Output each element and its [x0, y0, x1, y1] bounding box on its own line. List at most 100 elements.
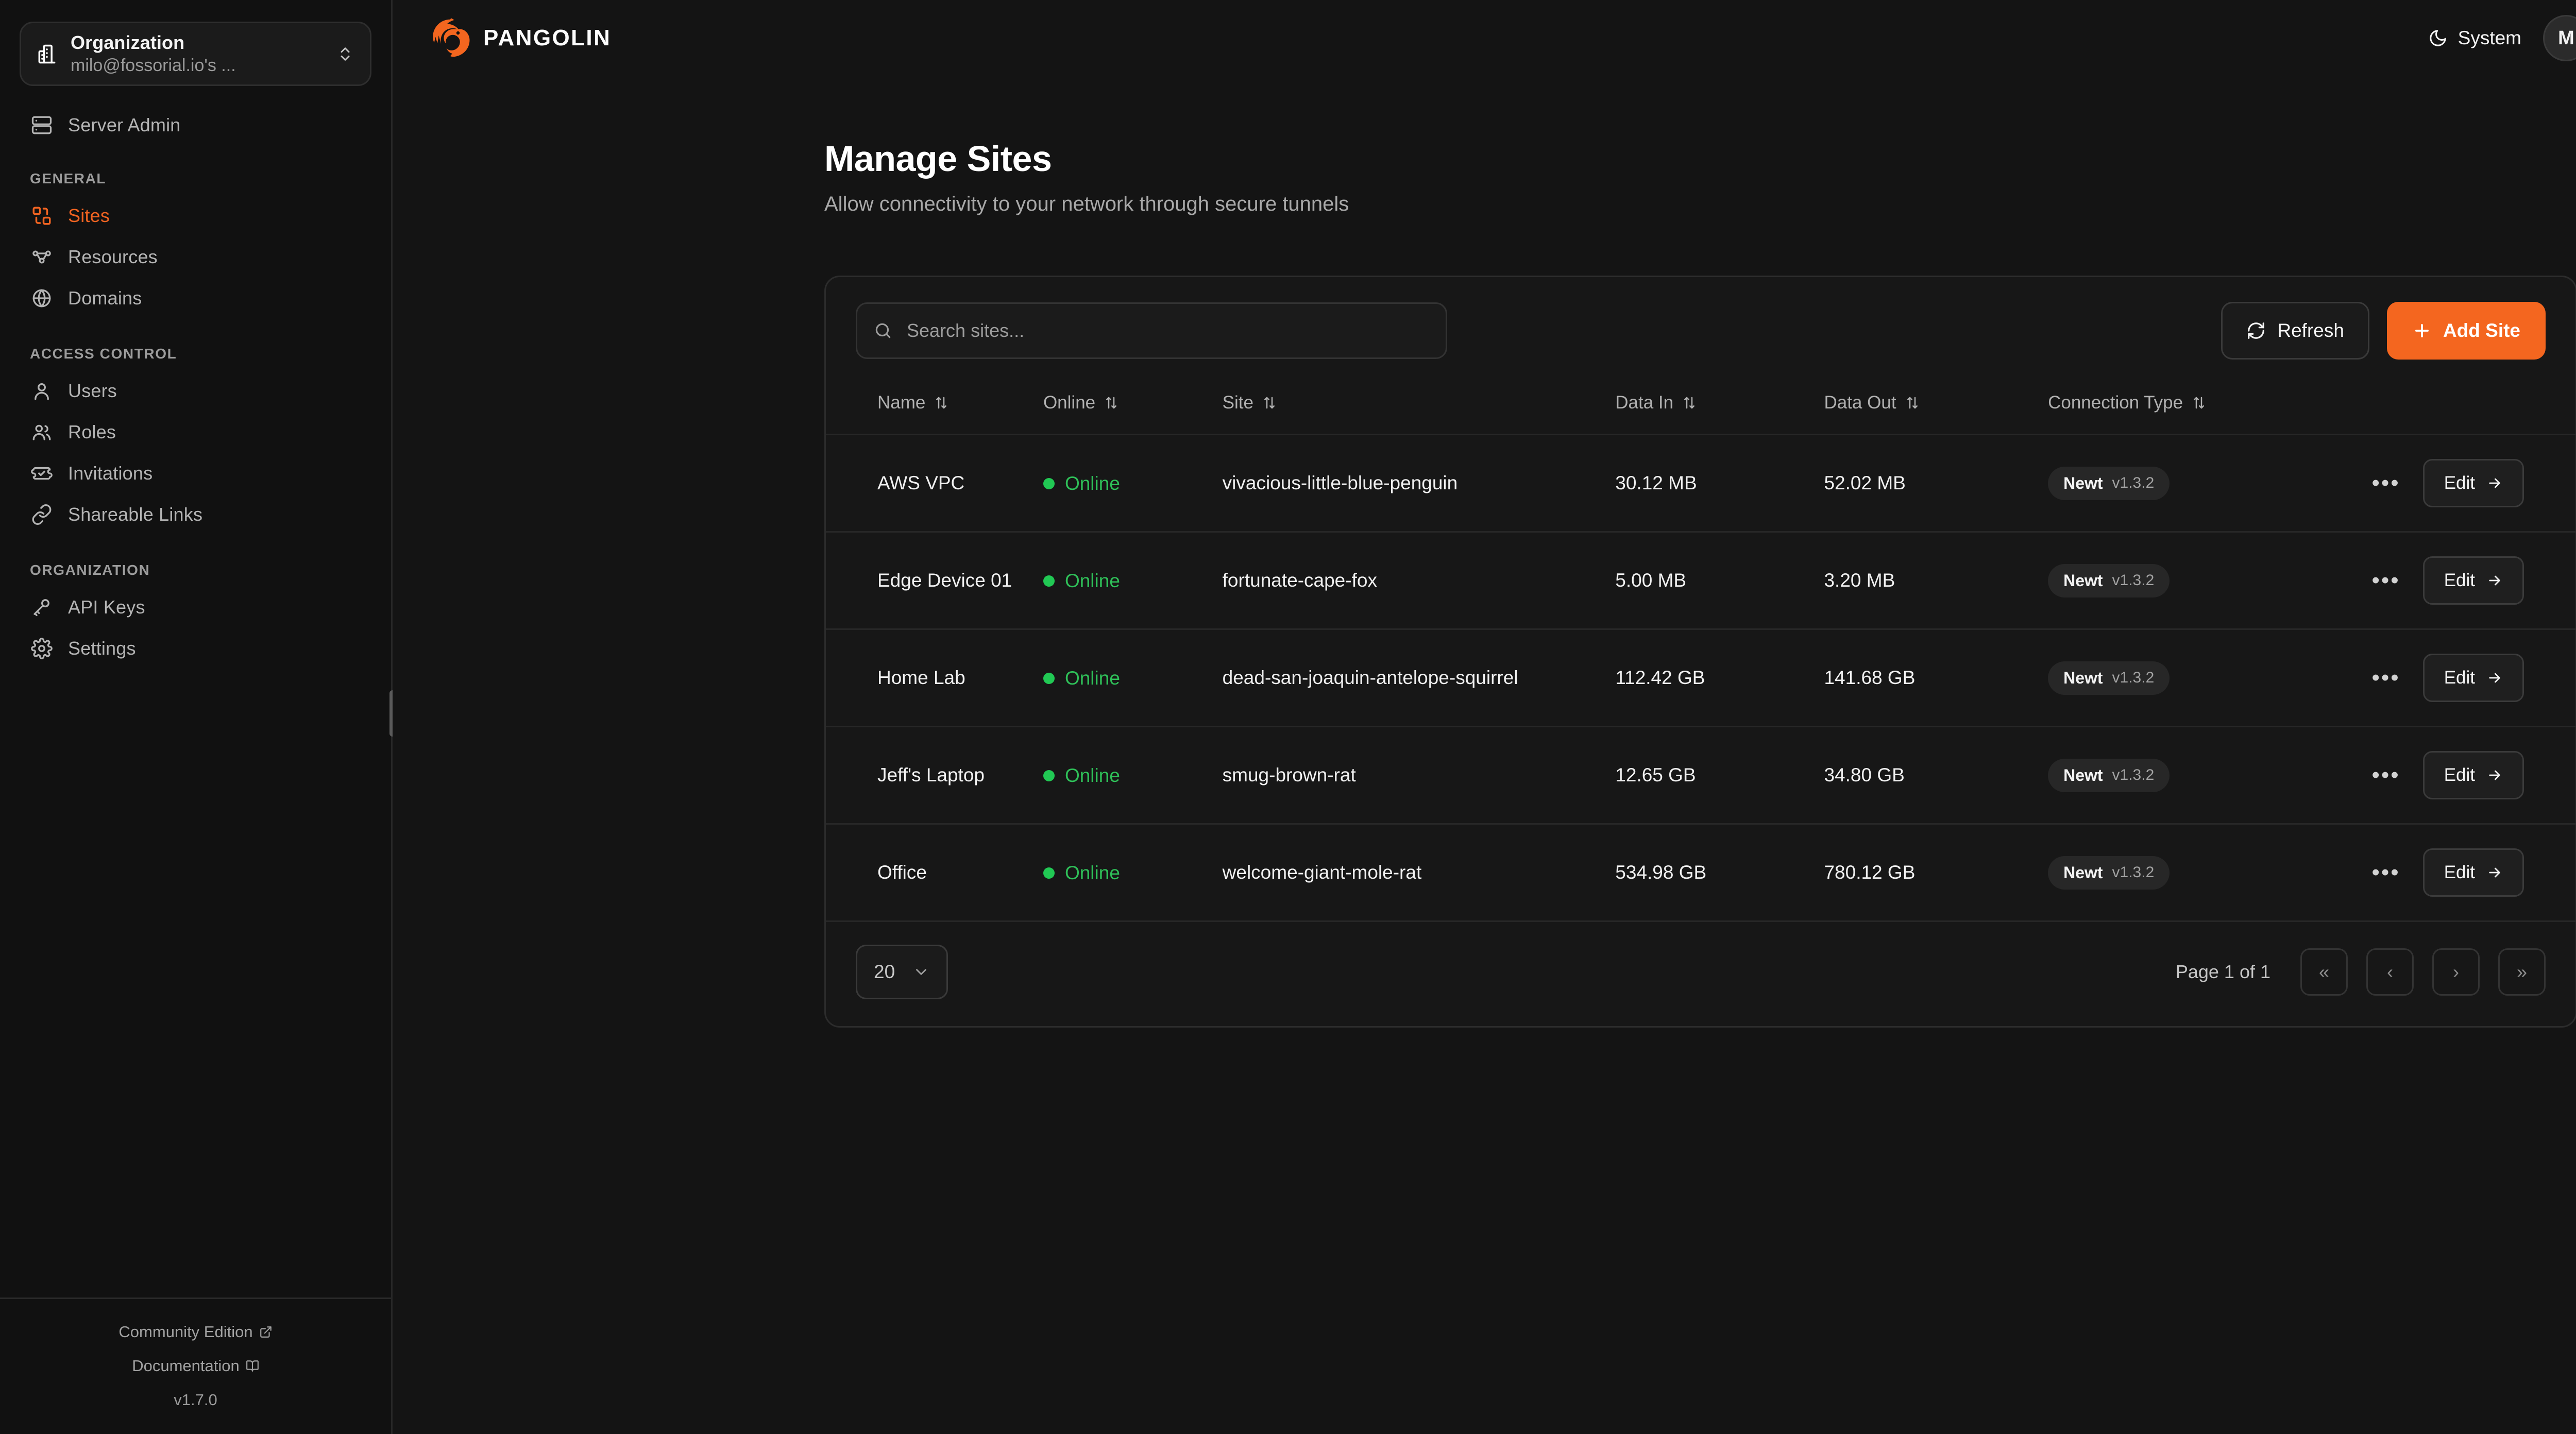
cell-site: vivacious-little-blue-penguin	[1222, 434, 1616, 532]
avatar-initial: M	[2558, 27, 2574, 49]
row-menu-button[interactable]: •••	[2371, 470, 2400, 496]
add-site-label: Add Site	[2443, 320, 2520, 341]
sites-icon	[30, 204, 54, 228]
avatar[interactable]: M	[2543, 15, 2576, 61]
table-body: AWS VPC Online vivacious-little-blue-pen…	[826, 434, 2575, 920]
sidebar-footer: Community Edition Documentation v1.7.0	[0, 1298, 391, 1434]
sidebar-item-sites[interactable]: Sites	[9, 195, 382, 236]
sidebar-item-shareable-links[interactable]: Shareable Links	[9, 494, 382, 535]
sort-icon	[1682, 395, 1697, 411]
edit-button[interactable]: Edit	[2422, 459, 2524, 507]
theme-toggle[interactable]: System	[2428, 27, 2521, 49]
cell-data-in: 30.12 MB	[1615, 434, 1824, 532]
chevron-up-down-icon	[335, 45, 355, 63]
table-footer: 20 Page 1 of 1 « ‹ › »	[826, 920, 2575, 1026]
next-page-button[interactable]: ›	[2432, 948, 2480, 996]
status-label: Online	[1064, 472, 1120, 494]
row-menu-button[interactable]: •••	[2371, 859, 2400, 885]
card-toolbar: Refresh Add Site	[826, 277, 2575, 381]
prev-page-button[interactable]: ‹	[2366, 948, 2414, 996]
cell-actions: ••• Edit	[2366, 823, 2575, 920]
external-link-icon	[259, 1325, 273, 1339]
sidebar-item-label: Shareable Links	[68, 504, 203, 525]
community-edition-link[interactable]: Community Edition	[0, 1323, 391, 1341]
cell-data-in: 112.42 GB	[1615, 628, 1824, 727]
column-label: Data Out	[1824, 392, 1896, 413]
arrow-right-icon	[2486, 864, 2503, 881]
edit-button[interactable]: Edit	[2422, 751, 2524, 799]
last-page-button[interactable]: »	[2498, 948, 2546, 996]
sidebar-item-invitations[interactable]: Invitations	[9, 453, 382, 494]
sites-card: Refresh Add Site	[824, 276, 2576, 1028]
edit-button[interactable]: Edit	[2422, 556, 2524, 605]
user-icon	[30, 379, 54, 403]
sidebar-item-settings[interactable]: Settings	[9, 628, 382, 669]
column-header-data-out[interactable]: Data Out	[1824, 381, 2048, 435]
sort-icon	[1905, 395, 1920, 411]
org-switcher[interactable]: Organization milo@fossorial.io's ...	[20, 22, 371, 86]
column-header-data-in[interactable]: Data In	[1615, 381, 1824, 435]
first-page-button[interactable]: «	[2300, 948, 2348, 996]
cell-actions: ••• Edit	[2366, 628, 2575, 727]
cell-data-out: 780.12 GB	[1824, 823, 2048, 920]
cell-data-in: 5.00 MB	[1615, 531, 1824, 629]
sidebar-item-label: Sites	[68, 205, 110, 226]
cell-name: AWS VPC	[826, 434, 1043, 532]
resources-icon	[30, 245, 54, 269]
column-label: Data In	[1615, 392, 1674, 413]
brand-name: PANGOLIN	[483, 25, 612, 50]
server-icon	[30, 113, 54, 137]
column-header-online[interactable]: Online	[1043, 381, 1223, 435]
cell-online: Online	[1043, 823, 1223, 920]
sidebar-item-api-keys[interactable]: API Keys	[9, 587, 382, 628]
sidebar-item-label: Roles	[68, 421, 116, 442]
sidebar-item-domains[interactable]: Domains	[9, 278, 382, 319]
column-header-name[interactable]: Name	[826, 381, 1043, 435]
row-menu-button[interactable]: •••	[2371, 664, 2400, 690]
cell-connection-type: Newt v1.3.2	[2048, 628, 2367, 727]
edit-button[interactable]: Edit	[2422, 848, 2524, 897]
sidebar-item-roles[interactable]: Roles	[9, 412, 382, 453]
brand[interactable]: PANGOLIN	[430, 18, 611, 59]
column-header-connection-type[interactable]: Connection Type	[2048, 381, 2366, 435]
column-header-site[interactable]: Site	[1223, 381, 1616, 435]
connection-badge: Newt v1.3.2	[2048, 856, 2170, 890]
row-menu-button[interactable]: •••	[2371, 762, 2400, 788]
edit-label: Edit	[2444, 570, 2475, 590]
cell-name: Home Lab	[826, 628, 1043, 727]
table-row[interactable]: Jeff's Laptop Online smug-brown-rat 12.6…	[826, 726, 2575, 824]
sidebar-item-server-admin[interactable]: Server Admin	[9, 105, 382, 146]
search-input[interactable]	[856, 302, 1447, 359]
connection-badge: Newt v1.3.2	[2048, 564, 2170, 598]
sidebar-item-label: Resources	[68, 246, 158, 267]
table-row[interactable]: AWS VPC Online vivacious-little-blue-pen…	[826, 434, 2575, 532]
cell-connection-type: Newt v1.3.2	[2048, 726, 2367, 824]
status-label: Online	[1064, 862, 1120, 883]
theme-label: System	[2458, 27, 2521, 48]
status-dot	[1043, 672, 1055, 684]
column-header-actions	[2366, 381, 2575, 435]
documentation-link[interactable]: Documentation	[0, 1357, 391, 1375]
column-label: Name	[877, 392, 926, 413]
cell-actions: ••• Edit	[2366, 726, 2575, 824]
cell-actions: ••• Edit	[2366, 531, 2575, 629]
refresh-label: Refresh	[2277, 320, 2344, 341]
sort-icon	[934, 395, 949, 411]
cell-data-out: 141.68 GB	[1824, 628, 2048, 727]
page-size-select[interactable]: 20	[856, 945, 948, 999]
sort-icon	[2191, 395, 2207, 411]
sites-table: Name Online	[826, 381, 2575, 920]
table-row[interactable]: Edge Device 01 Online fortunate-cape-fox…	[826, 531, 2575, 629]
table-row[interactable]: Office Online welcome-giant-mole-rat 534…	[826, 823, 2575, 920]
refresh-button[interactable]: Refresh	[2221, 302, 2369, 360]
row-menu-button[interactable]: •••	[2371, 567, 2400, 593]
sidebar-item-resources[interactable]: Resources	[9, 236, 382, 278]
ticket-icon	[30, 462, 54, 485]
connection-name: Newt	[2063, 668, 2103, 687]
connection-badge: Newt v1.3.2	[2048, 758, 2170, 792]
sidebar-item-users[interactable]: Users	[9, 370, 382, 412]
edit-button[interactable]: Edit	[2422, 654, 2524, 702]
table-row[interactable]: Home Lab Online dead-san-joaquin-antelop…	[826, 628, 2575, 727]
add-site-button[interactable]: Add Site	[2386, 302, 2546, 360]
connection-version: v1.3.2	[2112, 766, 2155, 783]
